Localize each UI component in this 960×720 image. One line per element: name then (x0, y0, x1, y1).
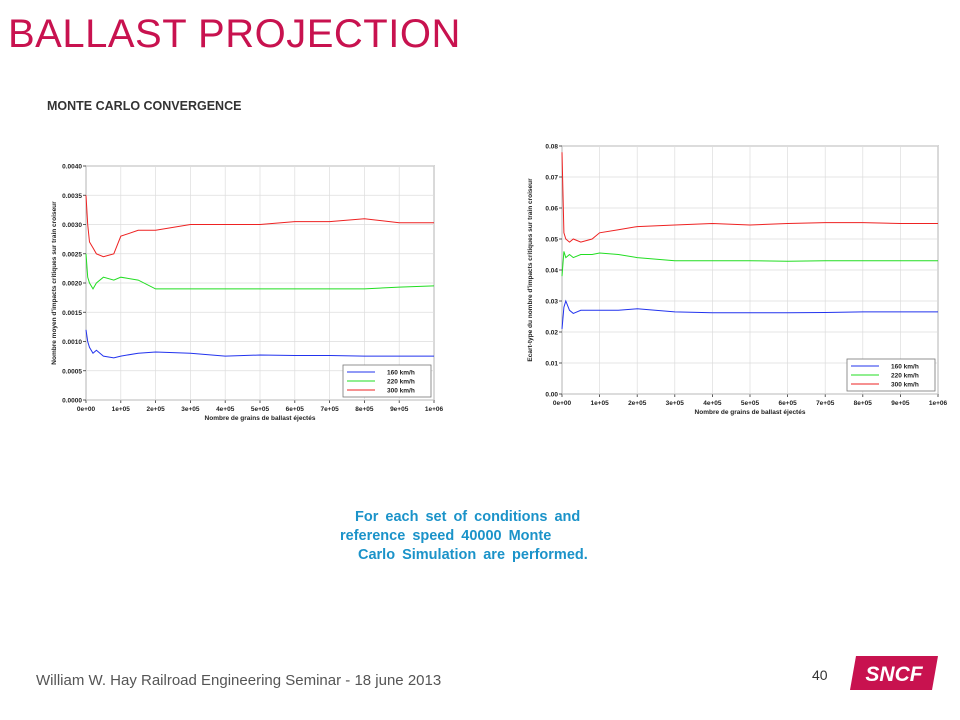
legend-label: 220 km/h (387, 378, 415, 385)
series-line (85, 329, 434, 359)
y-axis-label: Nombre moyen d'impacts critiques sur tra… (51, 201, 58, 365)
y-axis-label: Ecart-type du nombre d'impacts critiques… (527, 178, 534, 362)
x-tick-label: 2e+05 (146, 406, 165, 413)
y-tick-label: 0.0035 (62, 193, 82, 200)
x-axis-label: Nombre de grains de ballast éjectés (695, 409, 806, 416)
legend-label: 220 km/h (891, 372, 919, 379)
series-line (561, 299, 938, 329)
y-tick-label: 0.02 (545, 330, 558, 337)
x-tick-label: 1e+06 (425, 406, 444, 413)
series-line (561, 152, 938, 243)
y-tick-label: 0.0005 (62, 368, 82, 375)
slide-title: BALLAST PROJECTION (8, 12, 461, 56)
caption-line: reference speed 40000 Monte (340, 528, 552, 544)
page-number: 40 (812, 667, 828, 683)
y-tick-label: 0.06 (545, 206, 558, 213)
y-tick-label: 0.0010 (62, 339, 82, 346)
y-tick-label: 0.05 (545, 237, 558, 244)
y-tick-label: 0.04 (545, 268, 558, 275)
y-tick-label: 0.0030 (62, 222, 82, 229)
x-tick-label: 1e+06 (929, 400, 948, 407)
x-tick-label: 4e+05 (703, 400, 722, 407)
y-tick-label: 0.0015 (62, 310, 82, 317)
stddev-impacts-chart: 0e+00 1e+05 2e+05 3e+05 4e+05 5e+05 6e+05 7e+05… (522, 132, 952, 422)
x-tick-label: 0e+00 (77, 406, 96, 413)
footer-text: William W. Hay Railroad Engineering Semi… (36, 672, 442, 689)
x-tick-label: 8e+05 (854, 400, 873, 407)
y-tick-label: 0.01 (545, 361, 558, 368)
x-tick-label: 5e+05 (251, 406, 270, 413)
series-line (85, 253, 435, 290)
x-tick-label: 6e+05 (286, 406, 305, 413)
x-tick-label: 3e+05 (181, 406, 200, 413)
x-tick-label: 1e+05 (590, 400, 609, 407)
x-tick-label: 1e+05 (112, 406, 131, 413)
y-tick-label: 0.0025 (62, 251, 82, 258)
x-tick-label: 9e+05 (891, 400, 910, 407)
y-tick-label: 0.0020 (62, 281, 82, 288)
x-tick-label: 3e+05 (666, 400, 685, 407)
legend-label: 300 km/h (387, 387, 415, 394)
caption-line: Carlo Simulation are performed. (358, 547, 588, 563)
sncf-logo: SNCF (850, 656, 938, 690)
x-tick-label: 8e+05 (355, 406, 374, 413)
sncf-logo-shape (850, 656, 938, 690)
y-tick-label: 0.00 (545, 392, 558, 399)
y-tick-label: 0.07 (545, 175, 558, 182)
mean-impacts-chart-svg: 0e+00 1e+05 2e+05 3e+05 4e+05 5e+05 6e+05 7e+05… (51, 164, 444, 423)
caption-text: For each set of conditions and reference… (340, 508, 660, 565)
series-line (561, 251, 938, 277)
x-axis-label: Nombre de grains de ballast éjectés (205, 415, 316, 422)
x-tick-label: 2e+05 (628, 400, 647, 407)
y-tick-label: 0.0040 (62, 164, 82, 171)
x-tick-label: 0e+00 (553, 400, 572, 407)
legend-label: 160 km/h (891, 363, 919, 370)
section-subtitle: MONTE CARLO CONVERGENCE (47, 99, 242, 113)
stddev-impacts-chart-svg: 0e+00 1e+05 2e+05 3e+05 4e+05 5e+05 6e+05 7e+05… (527, 144, 948, 417)
legend-label: 300 km/h (891, 381, 919, 388)
x-tick-label: 5e+05 (741, 400, 760, 407)
series-line (85, 195, 434, 258)
x-tick-label: 6e+05 (778, 400, 797, 407)
x-tick-label: 7e+05 (320, 406, 339, 413)
y-tick-label: 0.03 (545, 299, 558, 306)
x-tick-label: 4e+05 (216, 406, 235, 413)
caption-line: For each set of conditions and (355, 509, 581, 525)
y-tick-label: 0.0000 (62, 398, 82, 405)
mean-impacts-chart: 0e+00 1e+05 2e+05 3e+05 4e+05 5e+05 6e+05 7e+05… (38, 156, 458, 426)
x-tick-label: 9e+05 (390, 406, 409, 413)
legend-label: 160 km/h (387, 369, 415, 376)
y-tick-label: 0.08 (545, 144, 558, 151)
x-tick-label: 7e+05 (816, 400, 835, 407)
sncf-logo-text: SNCF (865, 663, 923, 686)
